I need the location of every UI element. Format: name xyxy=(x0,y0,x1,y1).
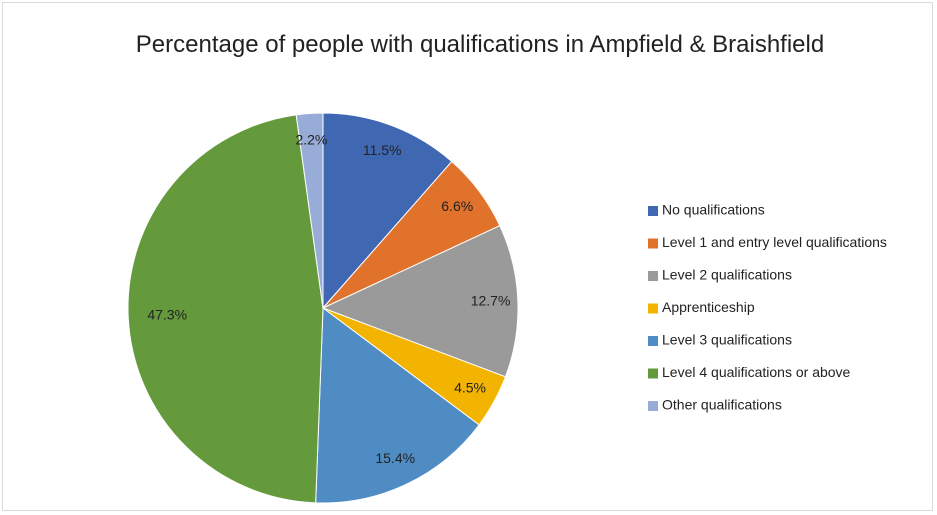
data-label: 15.4% xyxy=(375,450,415,466)
legend-swatch xyxy=(648,206,658,216)
chart-title: Percentage of people with qualifications… xyxy=(135,31,825,58)
pie-slice xyxy=(321,225,519,378)
pie-slice xyxy=(127,114,324,504)
pie-slice xyxy=(295,112,324,309)
legend-swatch xyxy=(648,336,658,346)
data-label: 4.5% xyxy=(454,379,486,395)
legend-label: Level 4 qualifications or above xyxy=(662,364,851,380)
data-label: 6.6% xyxy=(441,198,473,214)
data-label: 12.7% xyxy=(471,292,511,308)
legend-swatch xyxy=(648,271,658,281)
legend-label: Other qualifications xyxy=(662,397,782,413)
data-label: 47.3% xyxy=(147,307,187,323)
pie-slice xyxy=(322,112,453,310)
data-label: 2.2% xyxy=(295,131,327,147)
legend-label: Level 2 qualifications xyxy=(662,267,792,283)
data-label: 11.5% xyxy=(363,142,402,158)
legend-swatch xyxy=(648,401,658,411)
legend-swatch xyxy=(648,238,658,249)
legend-swatch xyxy=(648,368,658,379)
legend-label: No qualifications xyxy=(662,202,765,218)
legend-label: Level 3 qualifications xyxy=(662,332,792,348)
pie-slice xyxy=(315,307,480,504)
legend-label: Level 1 and entry level qualifications xyxy=(662,234,887,250)
legend-swatch xyxy=(648,303,658,314)
legend-label: Apprenticeship xyxy=(662,299,755,315)
